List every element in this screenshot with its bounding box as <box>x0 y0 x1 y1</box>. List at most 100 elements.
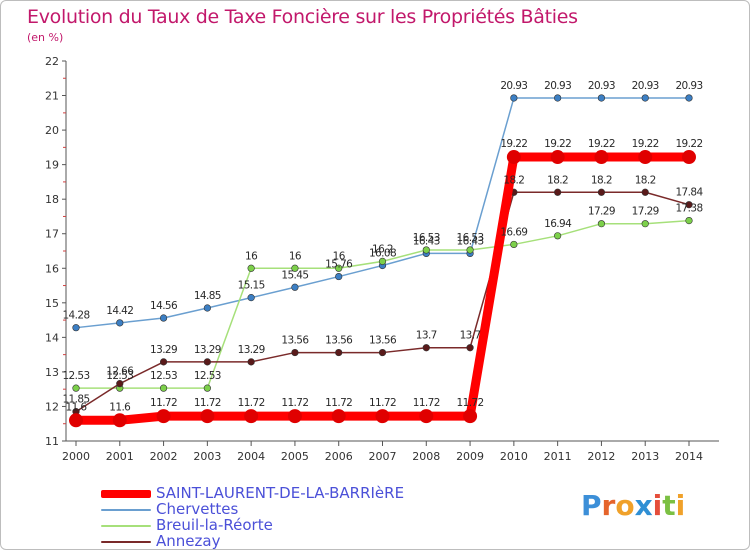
x-tick-label: 2000 <box>62 450 90 463</box>
data-label: 16.69 <box>500 226 527 238</box>
data-label: 16 <box>333 250 346 262</box>
data-point <box>378 257 387 265</box>
x-tick-label: 2005 <box>281 450 309 463</box>
data-label: 12.53 <box>150 370 177 382</box>
x-tick-label: 2006 <box>325 450 353 463</box>
data-point <box>682 150 696 165</box>
data-label: 18.2 <box>547 174 568 186</box>
y-tick-label: 17 <box>45 228 59 241</box>
y-tick-label: 22 <box>45 55 59 68</box>
data-label: 13.56 <box>281 335 309 347</box>
y-tick-label: 19 <box>45 159 59 172</box>
data-label: 11.72 <box>369 397 396 409</box>
data-label: 16.43 <box>457 235 484 247</box>
data-label: 16.53 <box>457 232 484 244</box>
data-point <box>156 409 171 424</box>
data-point <box>112 413 127 428</box>
data-point <box>466 344 474 352</box>
data-label: 19.22 <box>675 138 702 150</box>
data-label: 13.56 <box>325 335 353 347</box>
data-point <box>203 358 211 366</box>
data-label: 11.72 <box>413 397 440 409</box>
data-point <box>554 94 562 102</box>
data-point <box>247 294 255 302</box>
legend-label: Breuil-la-Réorte <box>156 516 273 534</box>
data-label: 20.93 <box>500 80 527 92</box>
x-tick-label: 2010 <box>500 450 528 463</box>
data-label: 11.72 <box>150 397 177 409</box>
x-tick-label: 2007 <box>369 450 397 463</box>
data-label: 12.53 <box>62 370 89 382</box>
data-point <box>375 409 390 424</box>
data-label: 16.94 <box>544 218 572 230</box>
data-label: 15.76 <box>325 259 353 271</box>
data-label: 20.93 <box>675 80 702 92</box>
x-tick-label: 2012 <box>587 450 615 463</box>
y-tick-label: 18 <box>45 193 59 206</box>
data-label: 20.93 <box>588 80 615 92</box>
y-tick-label: 16 <box>45 262 59 275</box>
data-label: 17.29 <box>632 206 659 218</box>
data-point <box>641 94 649 102</box>
data-label: 16.2 <box>372 243 393 255</box>
data-label: 20.93 <box>544 80 571 92</box>
data-point <box>159 384 168 392</box>
data-point <box>335 348 343 357</box>
logo-letter: t <box>662 489 676 522</box>
data-point <box>597 220 606 228</box>
data-point <box>597 188 606 196</box>
data-point <box>378 348 387 357</box>
data-point <box>335 272 343 281</box>
data-label: 11.72 <box>457 397 484 409</box>
data-point <box>594 150 609 165</box>
data-point <box>685 217 693 225</box>
data-point <box>550 150 565 165</box>
logo-letter: P <box>581 489 602 522</box>
x-tick-label: 2013 <box>631 450 659 463</box>
y-tick-label: 21 <box>45 90 59 103</box>
data-point <box>422 246 430 254</box>
legend-label: Annezay <box>156 532 221 550</box>
data-point <box>247 264 255 272</box>
data-label: 19.22 <box>544 138 571 150</box>
data-label: 16 <box>289 250 302 262</box>
data-label: 16.53 <box>413 232 440 244</box>
data-label: 15.15 <box>238 280 265 292</box>
data-label: 11.72 <box>194 397 221 409</box>
legend-swatch <box>101 541 151 543</box>
data-label: 17.38 <box>675 203 702 215</box>
data-label: 16 <box>245 250 258 262</box>
data-label: 17.29 <box>588 206 615 218</box>
data-point <box>200 409 215 424</box>
data-label: 19.22 <box>500 138 527 150</box>
data-label: 15.45 <box>281 269 308 281</box>
data-label: 14.85 <box>194 290 221 302</box>
data-point <box>291 348 299 357</box>
data-point <box>116 319 124 327</box>
data-point <box>69 413 83 428</box>
data-label: 20.93 <box>632 80 659 92</box>
x-tick-label: 2008 <box>412 450 440 463</box>
data-label: 13.7 <box>460 330 481 342</box>
proxiti-logo: Proxiti <box>581 489 685 522</box>
x-tick-label: 2014 <box>675 450 703 463</box>
data-point <box>291 264 299 272</box>
y-tick-label: 13 <box>45 366 59 379</box>
data-point <box>159 314 168 322</box>
data-point <box>419 409 434 424</box>
x-tick-label: 2004 <box>237 450 265 463</box>
x-tick-label: 2002 <box>150 450 178 463</box>
x-tick-label: 2011 <box>544 450 572 463</box>
data-label: 16.43 <box>413 235 440 247</box>
data-label: 11.6 <box>66 401 88 413</box>
legend-swatch <box>101 490 151 498</box>
logo-letter: r <box>601 489 616 522</box>
data-label: 13.29 <box>150 344 177 356</box>
data-label: 19.22 <box>588 138 615 150</box>
x-tick-label: 2001 <box>106 450 134 463</box>
data-label: 12.53 <box>194 370 221 382</box>
data-label: 11.85 <box>62 394 89 406</box>
data-point <box>597 94 606 102</box>
data-label: 11.72 <box>238 397 265 409</box>
